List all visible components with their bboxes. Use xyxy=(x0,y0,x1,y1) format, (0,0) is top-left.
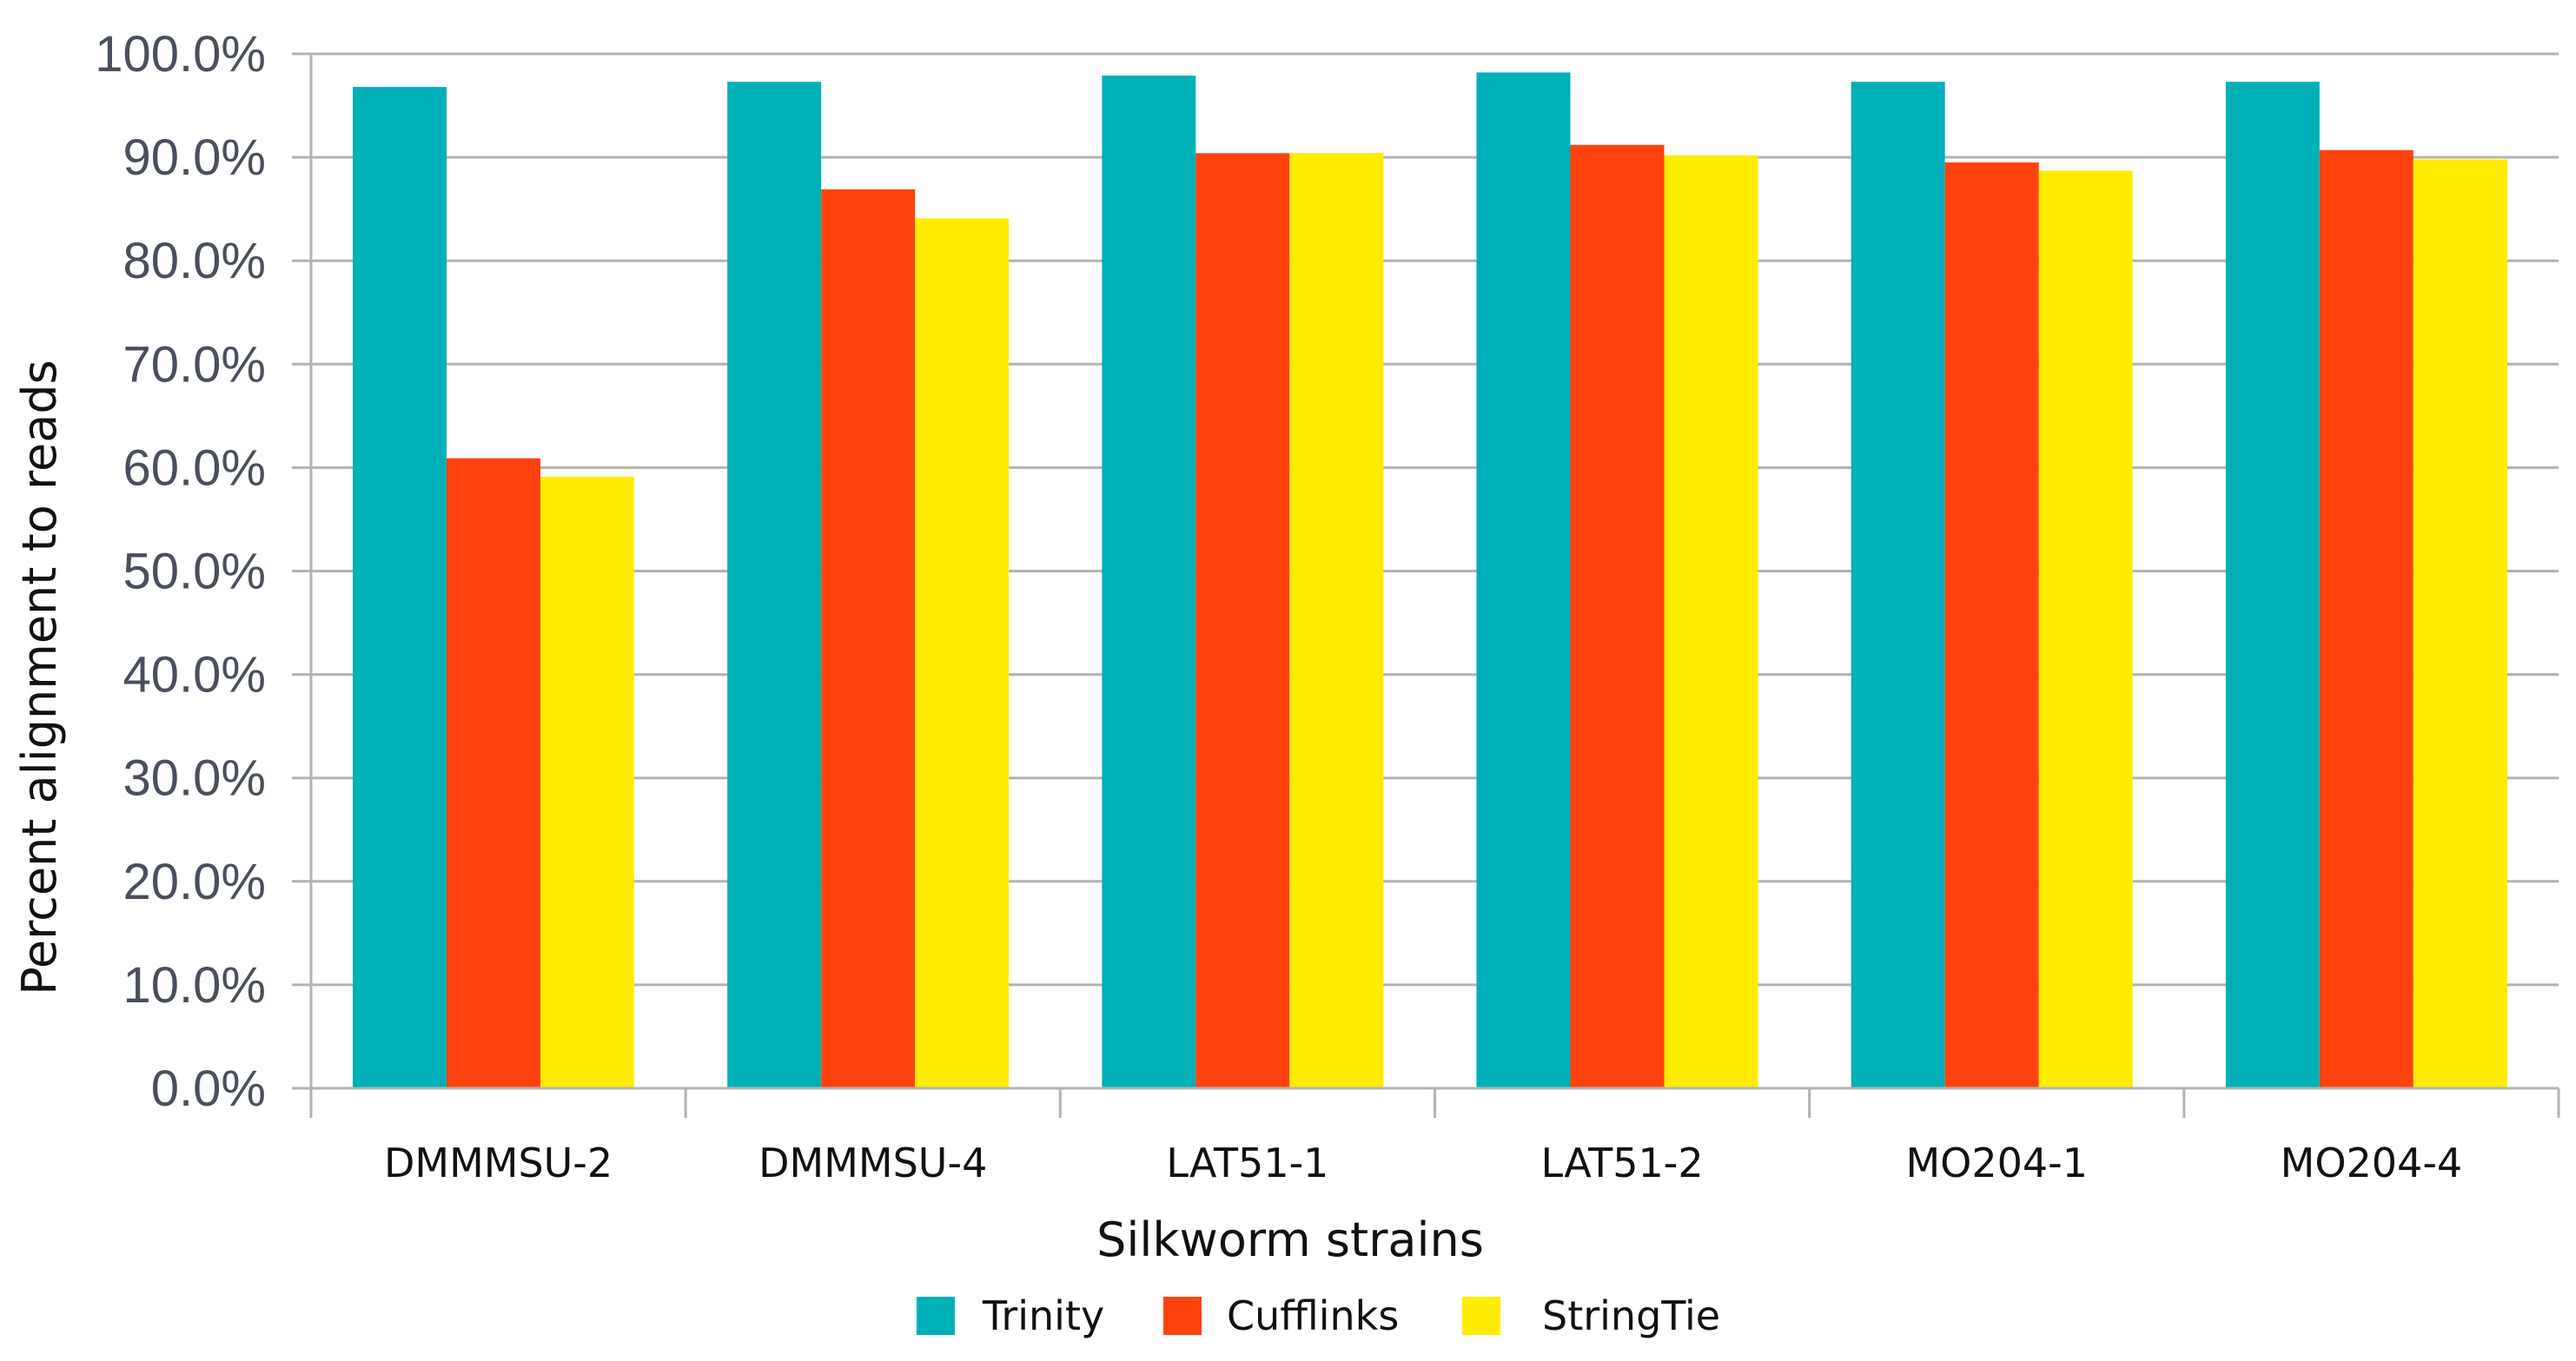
bar-cufflinks-dmmmsu-2 xyxy=(447,458,540,1088)
legend-swatch-trinity xyxy=(917,1297,955,1335)
bar-cufflinks-lat51-1 xyxy=(1195,153,1290,1089)
bar-stringtie-mo204-4 xyxy=(2413,159,2507,1089)
bar-trinity-mo204-1 xyxy=(1851,82,1945,1089)
bar-trinity-dmmmsu-4 xyxy=(727,82,822,1089)
grid-lines xyxy=(292,52,2559,1090)
bar-cufflinks-dmmmsu-4 xyxy=(821,189,916,1088)
legend-swatch-stringtie xyxy=(1462,1297,1500,1335)
y-tick-label: 90.0% xyxy=(123,129,266,186)
y-tick-label: 70.0% xyxy=(123,336,266,393)
legend-label-stringtie: StringTie xyxy=(1542,1292,1720,1339)
x-tick-label: MO204-4 xyxy=(2281,1140,2463,1186)
legend-swatch-cufflinks xyxy=(1163,1297,1202,1335)
y-axis-title: Percent alignment to reads xyxy=(12,360,67,994)
x-axis-title: Silkworm strains xyxy=(1096,1212,1484,1267)
bar-stringtie-dmmmsu-4 xyxy=(915,218,1010,1088)
y-tick-label: 40.0% xyxy=(123,647,266,704)
x-tick-label: DMMMSU-2 xyxy=(384,1140,613,1186)
bar-trinity-dmmmsu-2 xyxy=(353,87,447,1088)
y-tick-label: 50.0% xyxy=(123,544,266,600)
bar-trinity-lat51-2 xyxy=(1476,72,1571,1089)
bar-cufflinks-mo204-4 xyxy=(2319,149,2414,1089)
legend-label-trinity: Trinity xyxy=(982,1292,1104,1339)
legend: Trinity Cufflinks StringTie xyxy=(917,1292,1720,1339)
x-tick-label: LAT51-1 xyxy=(1166,1140,1328,1186)
bar-stringtie-dmmmsu-2 xyxy=(540,477,634,1088)
bar-stringtie-lat51-1 xyxy=(1289,153,1384,1089)
y-tick-labels: 0.0% 10.0% 20.0% 30.0% 40.0% 50.0% 60.0% 70.0% 8… xyxy=(95,26,266,1117)
bar-cufflinks-lat51-2 xyxy=(1570,144,1665,1089)
bars xyxy=(353,72,2507,1089)
x-tick-label: DMMMSU-4 xyxy=(758,1140,987,1186)
bar-trinity-mo204-4 xyxy=(2225,82,2320,1089)
y-tick-label: 80.0% xyxy=(123,233,266,289)
y-tick-label: 60.0% xyxy=(123,439,266,496)
legend-label-cufflinks: Cufflinks xyxy=(1227,1292,1399,1339)
bar-stringtie-mo204-1 xyxy=(2038,170,2133,1088)
y-tick-label: 30.0% xyxy=(123,750,266,807)
x-tick-labels: DMMMSU-2 DMMMSU-4 LAT51-1 LAT51-2 MO204-1 MO2… xyxy=(384,1140,2462,1186)
bar-stringtie-lat51-2 xyxy=(1664,155,1758,1088)
x-tick-label: MO204-1 xyxy=(1905,1140,2088,1186)
bar-trinity-lat51-1 xyxy=(1102,76,1196,1089)
x-tick-label: LAT51-2 xyxy=(1541,1140,1704,1186)
y-tick-label: 10.0% xyxy=(123,957,266,1014)
y-tick-label: 20.0% xyxy=(123,854,266,910)
axes xyxy=(292,54,2560,1118)
y-tick-label: 0.0% xyxy=(151,1060,266,1117)
bar-cufflinks-mo204-1 xyxy=(1944,162,2039,1089)
y-tick-label: 100.0% xyxy=(95,26,266,83)
